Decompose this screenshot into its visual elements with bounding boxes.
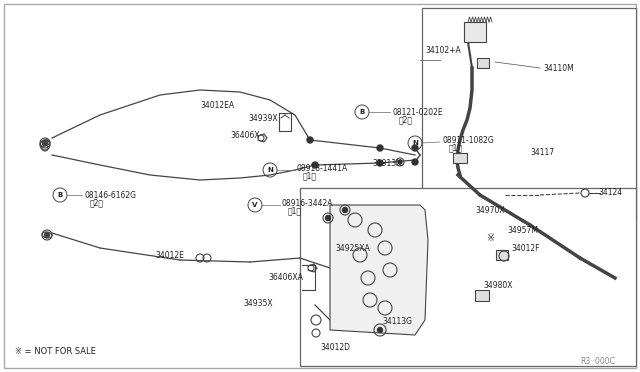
Text: （1）: （1）	[288, 206, 302, 215]
Polygon shape	[330, 205, 428, 335]
Circle shape	[326, 215, 330, 221]
Text: N: N	[412, 140, 418, 146]
Text: （1）: （1）	[449, 144, 463, 153]
Text: 34124: 34124	[598, 187, 622, 196]
Bar	[422, 8, 636, 220]
Circle shape	[377, 145, 383, 151]
Text: 34957M: 34957M	[507, 225, 538, 234]
Text: B: B	[360, 109, 365, 115]
Text: （2）: （2）	[90, 199, 104, 208]
Bar	[453, 153, 467, 163]
Circle shape	[412, 159, 418, 165]
Text: 34102+A: 34102+A	[425, 45, 461, 55]
Text: V: V	[252, 202, 258, 208]
Text: N: N	[267, 167, 273, 173]
Text: 34117: 34117	[530, 148, 554, 157]
Bar	[496, 250, 508, 260]
Circle shape	[378, 327, 383, 333]
Text: 34925XA: 34925XA	[335, 244, 370, 253]
Text: 08146-6162G: 08146-6162G	[84, 190, 136, 199]
Bar	[300, 188, 636, 366]
Text: 31913X: 31913X	[372, 158, 401, 167]
Text: R3··000C: R3··000C	[580, 357, 615, 366]
Text: （2）: （2）	[399, 115, 413, 125]
Text: 34939X: 34939X	[248, 113, 278, 122]
Bar	[477, 58, 489, 68]
Text: 34935X: 34935X	[243, 298, 273, 308]
Circle shape	[307, 137, 313, 143]
Text: 34113G: 34113G	[382, 317, 412, 327]
Text: 34980X: 34980X	[483, 280, 513, 289]
Text: （1）: （1）	[303, 171, 317, 180]
Circle shape	[42, 141, 47, 145]
Text: 36406XA: 36406XA	[268, 273, 303, 282]
Text: 34012EA: 34012EA	[200, 100, 234, 109]
Text: ※: ※	[486, 233, 494, 243]
Circle shape	[412, 145, 418, 151]
Text: 34970X: 34970X	[475, 205, 504, 215]
Text: 08911-1082G: 08911-1082G	[443, 135, 495, 144]
Text: 08918-1441A: 08918-1441A	[297, 164, 348, 173]
Text: 34110M: 34110M	[543, 64, 573, 73]
Text: 36406X: 36406X	[230, 131, 260, 140]
Circle shape	[45, 232, 49, 237]
Text: 34012E: 34012E	[155, 250, 184, 260]
Text: 08121-0202E: 08121-0202E	[393, 108, 444, 116]
Text: 34012D: 34012D	[320, 343, 350, 353]
Text: ※ = NOT FOR SALE: ※ = NOT FOR SALE	[15, 347, 96, 356]
Text: 08916-3442A: 08916-3442A	[282, 199, 333, 208]
Text: 34012F: 34012F	[511, 244, 540, 253]
Circle shape	[312, 162, 318, 168]
Circle shape	[377, 160, 383, 166]
Bar	[464, 22, 486, 42]
Circle shape	[398, 160, 402, 164]
Circle shape	[342, 208, 348, 212]
Text: B: B	[58, 192, 63, 198]
Bar	[475, 290, 489, 301]
